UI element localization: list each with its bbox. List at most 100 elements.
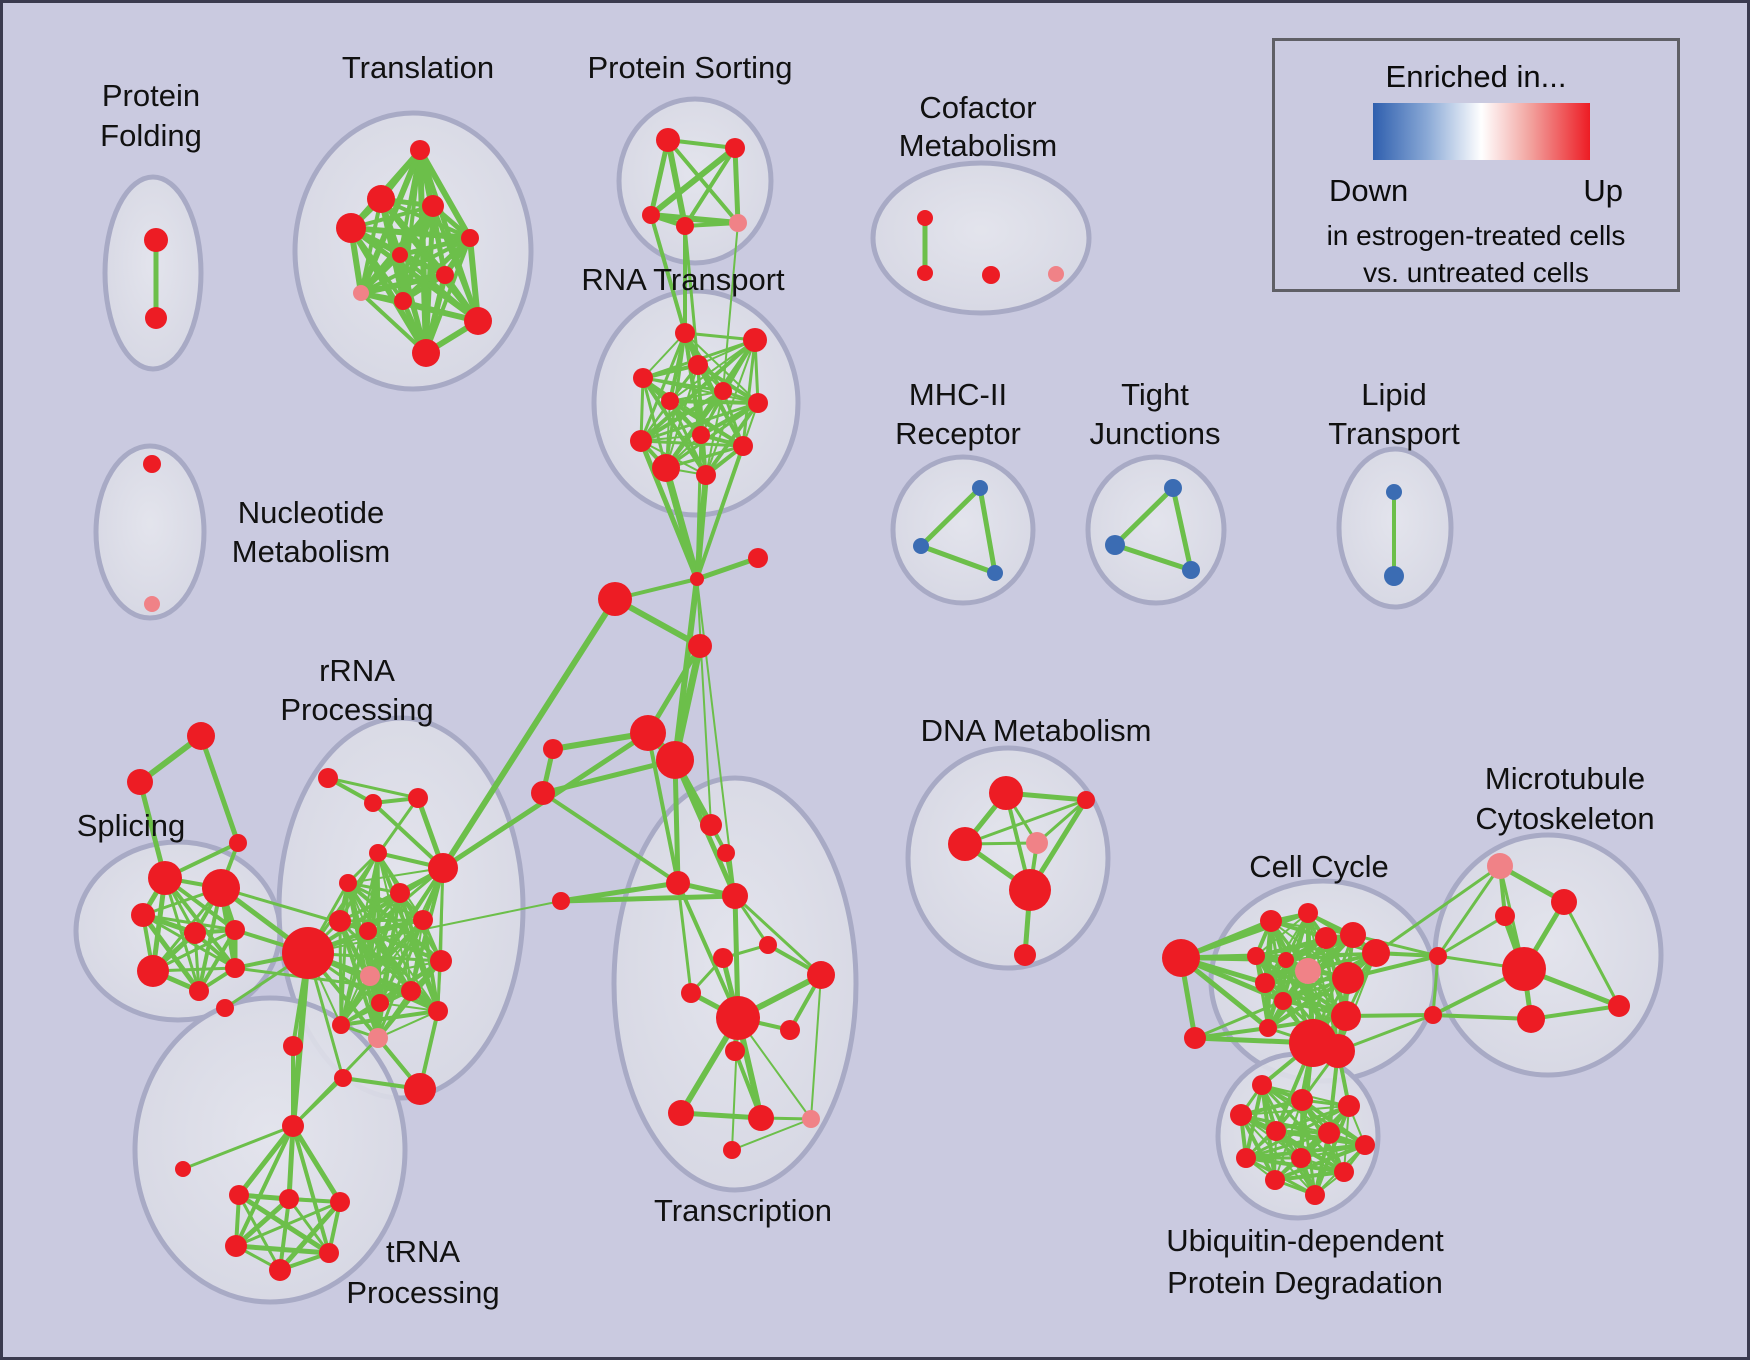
node-red	[743, 328, 767, 352]
legend-down-label: Down	[1329, 173, 1409, 208]
node-red	[189, 981, 209, 1001]
node-red	[282, 1115, 304, 1137]
edge	[198, 733, 241, 846]
node-pink	[802, 1110, 820, 1128]
node-red	[229, 1185, 249, 1205]
edge	[358, 272, 448, 296]
edge	[1436, 864, 1502, 958]
node-red	[216, 999, 234, 1017]
node-red	[392, 247, 408, 263]
node-red	[1298, 903, 1318, 923]
node-red	[359, 922, 377, 940]
edge	[1562, 900, 1621, 1008]
node-red	[700, 814, 722, 836]
node-red	[1278, 952, 1294, 968]
node-red	[748, 393, 768, 413]
node-red	[1551, 889, 1577, 915]
edge	[642, 332, 686, 379]
node-red	[688, 355, 708, 375]
legend-subtitle-line1: in estrogen-treated cells	[1326, 220, 1626, 251]
edge	[1170, 485, 1194, 573]
edge	[648, 145, 738, 218]
edge	[1273, 1170, 1346, 1182]
legend-up-label: Up	[1583, 173, 1623, 208]
cluster-label-protein-sorting: Protein Sorting	[587, 50, 792, 85]
node-red	[461, 229, 479, 247]
node-red	[552, 892, 570, 910]
node-red	[339, 874, 357, 892]
edge	[1284, 951, 1378, 962]
node-red	[681, 983, 701, 1003]
node-red	[1362, 939, 1390, 967]
node-red	[714, 382, 732, 400]
node-red	[282, 927, 334, 979]
edge	[918, 543, 998, 576]
node-red	[1340, 922, 1366, 948]
edge	[642, 377, 759, 404]
cluster-ellipse-mhc-ii-receptor	[890, 454, 1036, 606]
node-red	[404, 1073, 436, 1105]
node-red	[175, 1161, 191, 1177]
edge	[1529, 1004, 1621, 1021]
network-nodes	[127, 128, 1630, 1281]
edge	[286, 1123, 296, 1202]
edge	[233, 966, 413, 993]
node-red	[371, 994, 389, 1012]
cluster-label-tight-junctions: Junctions	[1090, 416, 1221, 451]
edge	[417, 147, 473, 241]
cluster-label-cofactor-metabolism: Metabolism	[899, 128, 1058, 163]
node-red	[723, 1141, 741, 1159]
edge	[676, 881, 740, 1020]
node-red	[1429, 947, 1447, 965]
cluster-label-nucleotide-metabolism: Metabolism	[232, 534, 391, 569]
cluster-label-transcription: Transcription	[654, 1193, 832, 1228]
node-red	[989, 776, 1023, 810]
node-red	[1255, 973, 1275, 993]
node-pink	[1295, 958, 1321, 984]
edge	[397, 235, 473, 258]
edge	[683, 146, 737, 228]
node-red	[336, 213, 366, 243]
edge	[290, 1123, 343, 1205]
edge	[233, 1243, 332, 1256]
edge	[339, 929, 370, 1027]
node-red	[229, 834, 247, 852]
node-red	[780, 1020, 800, 1040]
node-pink	[729, 214, 747, 232]
node-red	[318, 768, 338, 788]
edge	[541, 791, 680, 885]
node-red	[630, 715, 666, 751]
node-red	[394, 292, 412, 310]
node-red	[1230, 1104, 1252, 1126]
legend-title: Enriched in...	[1385, 59, 1567, 94]
edge	[346, 881, 380, 1040]
node-red	[367, 185, 395, 213]
edge	[696, 578, 712, 826]
cluster-label-lipid-transport: Transport	[1328, 416, 1460, 451]
node-red	[917, 210, 933, 226]
cluster-label-microtubule-cytoskeleton: Cytoskeleton	[1475, 801, 1654, 836]
edge	[338, 919, 343, 1027]
node-red	[661, 392, 679, 410]
node-red	[725, 138, 745, 158]
edge	[307, 900, 562, 954]
edge	[810, 974, 822, 1120]
node-red	[1502, 947, 1546, 991]
node-red	[145, 307, 167, 329]
node-red	[656, 128, 680, 152]
edge	[1374, 864, 1502, 955]
node-red	[692, 426, 710, 444]
node-red	[1265, 1170, 1285, 1190]
edge	[233, 1196, 292, 1249]
edge	[1431, 1013, 1533, 1021]
node-red	[1495, 906, 1515, 926]
edge	[666, 138, 740, 225]
node-red	[148, 861, 182, 895]
edge	[558, 893, 738, 904]
edge	[1112, 542, 1194, 573]
edge	[1244, 1131, 1331, 1160]
node-pink	[353, 285, 369, 301]
edge	[1193, 999, 1285, 1040]
cluster-label-protein-folding: Folding	[100, 118, 202, 153]
